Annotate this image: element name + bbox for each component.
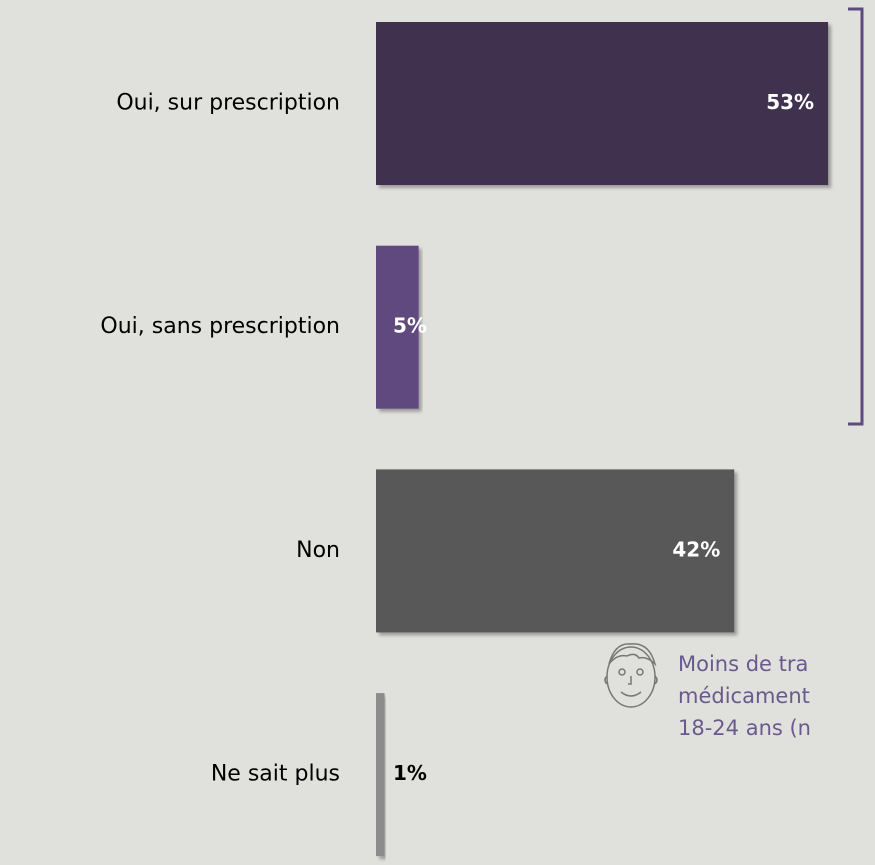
bar [376,693,385,857]
annotation-line: 18-24 ans (n [678,716,811,740]
category-label: Ne sait plus [211,762,340,787]
face-icon [604,643,658,708]
annotation-line: Moins de tra [678,652,808,676]
labels: Oui, sur prescription 53% Oui, sans prescr… [100,90,814,787]
value-label: 1% [393,761,427,785]
category-label: Non [296,538,340,563]
category-label: Oui, sur prescription [116,91,340,116]
bar [376,469,735,633]
value-label: 53% [766,90,814,114]
bracket [848,7,864,426]
value-label: 42% [672,537,720,561]
value-label: 5% [393,314,427,338]
category-label: Oui, sans prescription [100,314,340,339]
annotation-line: médicament [678,684,810,708]
bar [376,22,829,185]
bar [376,245,419,409]
bars [376,22,829,857]
